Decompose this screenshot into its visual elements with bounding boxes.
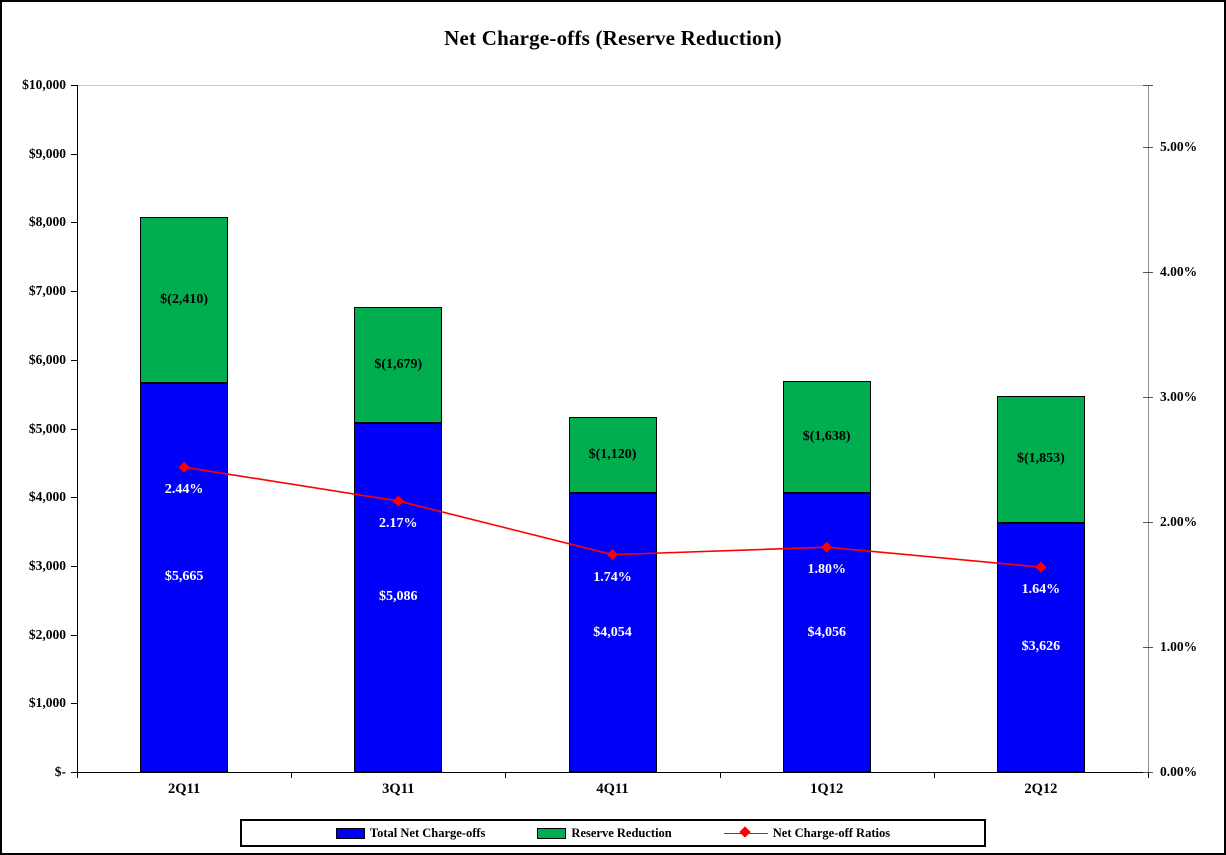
right-axis-top-tick: [1143, 85, 1153, 86]
right-axis-tick-label: 3.00%: [1160, 389, 1198, 405]
reserve-reduction-swatch: [537, 827, 567, 839]
right-axis-tick-label: 0.00%: [1160, 764, 1198, 779]
bar-segment-total-net-charge-offs: [140, 382, 229, 772]
reserve-reduction-value-label: $(1,120): [588, 447, 637, 463]
left-axis-tick: [71, 153, 77, 155]
x-axis-tick: [77, 772, 78, 778]
left-axis-tick-label: $3,000: [28, 557, 66, 573]
left-axis-tick: [71, 703, 77, 705]
legend-label: Total Net Charge-offs: [369, 825, 486, 840]
legend-label: Reserve Reduction: [571, 825, 672, 840]
reserve-reduction-value-label: $(1,638): [802, 429, 851, 445]
ratio-value-label: 1.64%: [1021, 582, 1061, 598]
net-charge-offs-value-label: $4,054: [593, 624, 632, 640]
x-axis-category-label: 4Q11: [596, 781, 629, 797]
x-axis-tick: [1148, 772, 1149, 778]
right-axis-tick-label: 5.00%: [1160, 139, 1198, 155]
bar-segment-reserve-reduction: [140, 217, 229, 383]
x-axis-tick: [933, 772, 935, 778]
bar-segment-reserve-reduction: [354, 307, 443, 423]
left-axis-tick-label: $9,000: [28, 145, 66, 161]
left-axis-tick: [71, 222, 77, 224]
legend-item-net-charge-off-ratios: Net Charge-off Ratios: [723, 825, 891, 841]
total-net-charge-offs-swatch: [335, 827, 365, 839]
right-axis-tick: [1143, 397, 1153, 399]
left-axis-tick-label: $6,000: [28, 351, 66, 367]
net-charge-offs-value-label: $5,665: [164, 569, 204, 585]
net-charge-offs-value-label: $3,626: [1021, 639, 1061, 655]
left-axis-tick: [71, 359, 77, 361]
x-axis-tick: [719, 772, 721, 778]
left-axis-tick-label: $4,000: [28, 489, 66, 505]
ratio-value-label: 1.74%: [593, 569, 632, 585]
top-gridline: [77, 85, 1148, 86]
legend-label: Net Charge-off Ratios: [772, 825, 891, 840]
left-axis-tick-label: $-: [54, 764, 66, 779]
left-axis-tick-label: $7,000: [28, 283, 66, 299]
left-axis-tick-label: $1,000: [28, 695, 66, 711]
left-axis-tick: [71, 85, 77, 86]
x-axis-category-label: 3Q11: [382, 781, 415, 797]
right-axis-tick: [1143, 522, 1153, 524]
net-charge-offs-value-label: $5,086: [379, 589, 418, 605]
right-axis-tick: [1143, 272, 1153, 274]
left-axis-tick-label: $5,000: [28, 420, 66, 436]
right-axis-line: [1148, 85, 1149, 772]
left-axis-tick: [71, 497, 77, 499]
left-axis-tick-label: $10,000: [22, 77, 66, 92]
left-axis-tick: [71, 634, 77, 636]
net-charge-off-ratios-swatch: [723, 826, 768, 839]
right-axis-tick-label: 4.00%: [1160, 264, 1198, 280]
left-axis-tick-label: $2,000: [28, 626, 66, 642]
right-axis-tick-label: 1.00%: [1160, 639, 1198, 655]
left-axis-tick: [71, 565, 77, 567]
x-axis-tick: [291, 772, 293, 778]
x-axis-category-label: 1Q12: [810, 781, 844, 797]
left-axis-line: [77, 85, 78, 772]
right-axis-tick: [1143, 147, 1153, 149]
x-axis-line: [77, 772, 1149, 773]
right-axis-tick: [1143, 647, 1153, 649]
ratio-value-label: 1.80%: [807, 562, 846, 578]
legend: Total Net Charge-offs Reserve Reduction N…: [240, 819, 986, 847]
legend-item-total-net-charge-offs: Total Net Charge-offs: [335, 825, 486, 841]
reserve-reduction-value-label: $(1,853): [1016, 451, 1065, 467]
left-axis-tick: [71, 772, 77, 773]
ratio-value-label: 2.17%: [379, 515, 418, 531]
x-axis-tick: [505, 772, 507, 778]
right-axis-tick-label: 2.00%: [1160, 514, 1198, 530]
left-axis-tick: [71, 291, 77, 293]
legend-item-reserve-reduction: Reserve Reduction: [537, 825, 672, 841]
x-axis-category-label: 2Q11: [167, 781, 201, 797]
net-charge-offs-value-label: $4,056: [807, 624, 846, 640]
left-axis-tick: [71, 428, 77, 430]
reserve-reduction-value-label: $(1,679): [374, 356, 423, 372]
ratio-value-label: 2.44%: [164, 482, 204, 498]
chart-title: Net Charge-offs (Reserve Reduction): [444, 26, 782, 50]
x-axis-category-label: 2Q12: [1024, 781, 1058, 797]
left-axis-tick-label: $8,000: [28, 214, 66, 230]
reserve-reduction-value-label: $(2,410): [160, 292, 208, 308]
